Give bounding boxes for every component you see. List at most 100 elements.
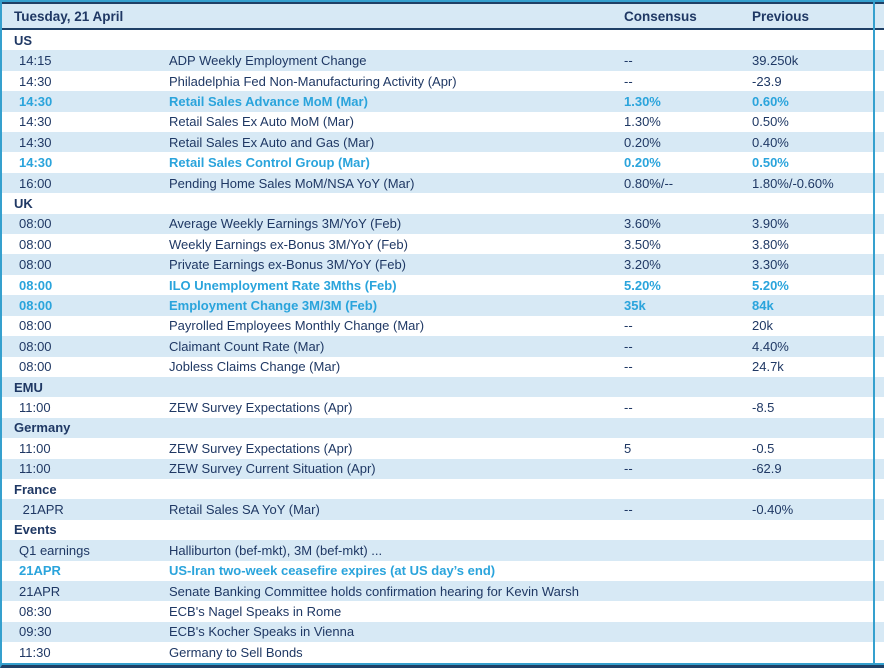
- section-row: US: [2, 30, 884, 50]
- time-cell: 14:30: [19, 114, 52, 130]
- table-row: 08:00 Weekly Earnings ex-Bonus 3M/YoY (Fe…: [2, 234, 884, 254]
- table-row: 11:00 ZEW Survey Current Situation (Apr) -…: [2, 458, 884, 479]
- event-cell: Retail Sales Ex Auto and Gas (Mar): [169, 134, 375, 150]
- time-cell: 11:30: [19, 644, 51, 660]
- consensus-cell: --: [624, 400, 633, 416]
- previous-column-header: Previous: [752, 8, 810, 24]
- event-cell: Retail Sales Advance MoM (Mar): [169, 93, 368, 109]
- section-row: UK: [2, 193, 884, 213]
- event-cell: Retail Sales Ex Auto MoM (Mar): [169, 114, 354, 130]
- previous-cell: 0.40%: [752, 134, 789, 150]
- previous-cell: -0.5: [752, 440, 775, 456]
- time-cell: 08:00: [19, 338, 52, 354]
- event-cell: Private Earnings ex-Bonus 3M/YoY (Feb): [169, 257, 407, 273]
- time-cell: 21APR: [19, 583, 61, 599]
- time-cell: 11:00: [19, 461, 51, 477]
- event-cell: US-Iran two-week ceasefire expires (at U…: [169, 563, 496, 579]
- time-cell: 14:30: [19, 73, 52, 89]
- consensus-cell: --: [624, 338, 633, 354]
- time-cell: 16:00: [19, 175, 52, 191]
- table-row: 16:00 Pending Home Sales MoM/NSA YoY (Mar…: [2, 172, 884, 194]
- event-cell: Average Weekly Earnings 3M/YoY (Feb): [169, 216, 402, 232]
- calendar-body: US 14:15 ADP Weekly Employment Change -- 39.…: [2, 30, 884, 663]
- bottom-accent-line: [2, 662, 884, 665]
- time-cell: 08:00: [19, 216, 52, 232]
- event-cell: ECB's Nagel Speaks in Rome: [169, 604, 342, 620]
- event-cell: ZEW Survey Current Situation (Apr): [169, 461, 376, 477]
- table-row: 08:00 Private Earnings ex-Bonus 3M/YoY (F…: [2, 254, 884, 275]
- previous-cell: 1.80%/-0.60%: [752, 175, 834, 191]
- event-cell: Philadelphia Fed Non-Manufacturing Activ…: [169, 73, 457, 89]
- time-cell: 11:00: [19, 440, 51, 456]
- event-cell: Retail Sales Control Group (Mar): [169, 155, 370, 171]
- previous-cell: 3.80%: [752, 236, 789, 252]
- event-cell: ILO Unemployment Rate 3Mths (Feb): [169, 277, 397, 293]
- time-cell: 08:30: [19, 604, 52, 620]
- event-cell: Payrolled Employees Monthly Change (Mar): [169, 318, 425, 334]
- consensus-cell: 5: [624, 440, 632, 456]
- time-cell: 09:30: [19, 624, 52, 640]
- table-row: 08:00 Employment Change 3M/3M (Feb) 35k 84k: [2, 295, 884, 316]
- event-cell: ADP Weekly Employment Change: [169, 53, 367, 69]
- event-cell: ZEW Survey Expectations (Apr): [169, 400, 353, 416]
- consensus-cell: --: [624, 73, 633, 89]
- previous-cell: -23.9: [752, 73, 782, 89]
- time-cell: 08:00: [19, 297, 53, 313]
- consensus-cell: 1.30%: [624, 114, 661, 130]
- table-row: 11:00 ZEW Survey Expectations (Apr) 5 -0.5: [2, 438, 884, 458]
- section-row: France: [2, 479, 884, 499]
- event-cell: Weekly Earnings ex-Bonus 3M/YoY (Feb): [169, 236, 408, 252]
- section-row: EMU: [2, 376, 884, 398]
- time-cell: 08:00: [19, 359, 52, 375]
- table-row: 14:15 ADP Weekly Employment Change -- 39.25…: [2, 50, 884, 71]
- right-column-divider: [873, 2, 875, 665]
- table-row: 14:30 Retail Sales Ex Auto MoM (Mar) 1.30%…: [2, 112, 884, 132]
- section-name: Events: [14, 522, 57, 538]
- time-cell: 21APR: [19, 563, 61, 579]
- time-cell: 08:00: [19, 236, 52, 252]
- section-name: Germany: [14, 420, 71, 436]
- table-row: 08:30 ECB's Nagel Speaks in Rome: [2, 601, 884, 621]
- previous-cell: 0.50%: [752, 155, 789, 171]
- consensus-cell: 3.50%: [624, 236, 661, 252]
- previous-cell: -8.5: [752, 400, 775, 416]
- previous-cell: -62.9: [752, 461, 782, 477]
- previous-cell: 5.20%: [752, 277, 789, 293]
- time-cell: 11:00: [19, 400, 51, 416]
- event-cell: Employment Change 3M/3M (Feb): [169, 297, 378, 313]
- table-row: 08:00 Average Weekly Earnings 3M/YoY (Feb…: [2, 213, 884, 235]
- time-cell: 21APR: [19, 502, 64, 518]
- consensus-cell: 0.20%: [624, 134, 661, 150]
- calendar-header-row: Tuesday, 21 April Consensus Previous: [2, 2, 884, 30]
- table-row: 21APR US-Iran two-week ceasefire expires …: [2, 561, 884, 581]
- event-cell: Claimant Count Rate (Mar): [169, 338, 325, 354]
- consensus-column-header: Consensus: [624, 8, 697, 24]
- event-cell: Pending Home Sales MoM/NSA YoY (Mar): [169, 175, 415, 191]
- consensus-cell: --: [624, 502, 633, 518]
- consensus-cell: --: [624, 359, 633, 375]
- time-cell: 08:00: [19, 277, 53, 293]
- consensus-cell: 35k: [624, 297, 646, 313]
- previous-cell: -0.40%: [752, 502, 794, 518]
- time-cell: 14:30: [19, 155, 53, 171]
- previous-cell: 0.60%: [752, 93, 789, 109]
- consensus-cell: 3.20%: [624, 257, 661, 273]
- event-cell: ZEW Survey Expectations (Apr): [169, 440, 353, 456]
- consensus-cell: 1.30%: [624, 93, 661, 109]
- previous-cell: 4.40%: [752, 338, 789, 354]
- consensus-cell: 3.60%: [624, 216, 661, 232]
- event-cell: Germany to Sell Bonds: [169, 644, 303, 660]
- table-row: 14:30 Retail Sales Ex Auto and Gas (Mar) 0…: [2, 132, 884, 153]
- table-row: 08:00 ILO Unemployment Rate 3Mths (Feb) 5.…: [2, 275, 884, 295]
- table-row: Q1 earnings Halliburton (bef-mkt), 3M (be…: [2, 540, 884, 561]
- table-row: 21APR Senate Banking Committee holds conf…: [2, 580, 884, 602]
- section-row: Germany: [2, 417, 884, 439]
- table-row: 11:00 ZEW Survey Expectations (Apr) -- -8.5: [2, 397, 884, 417]
- previous-cell: 24.7k: [752, 359, 784, 375]
- previous-cell: 20k: [752, 318, 773, 334]
- event-cell: ECB's Kocher Speaks in Vienna: [169, 624, 355, 640]
- time-cell: 14:30: [19, 93, 53, 109]
- table-row: 21APR Retail Sales SA YoY (Mar) -- -0.40%: [2, 499, 884, 520]
- consensus-cell: 0.80%/--: [624, 175, 674, 191]
